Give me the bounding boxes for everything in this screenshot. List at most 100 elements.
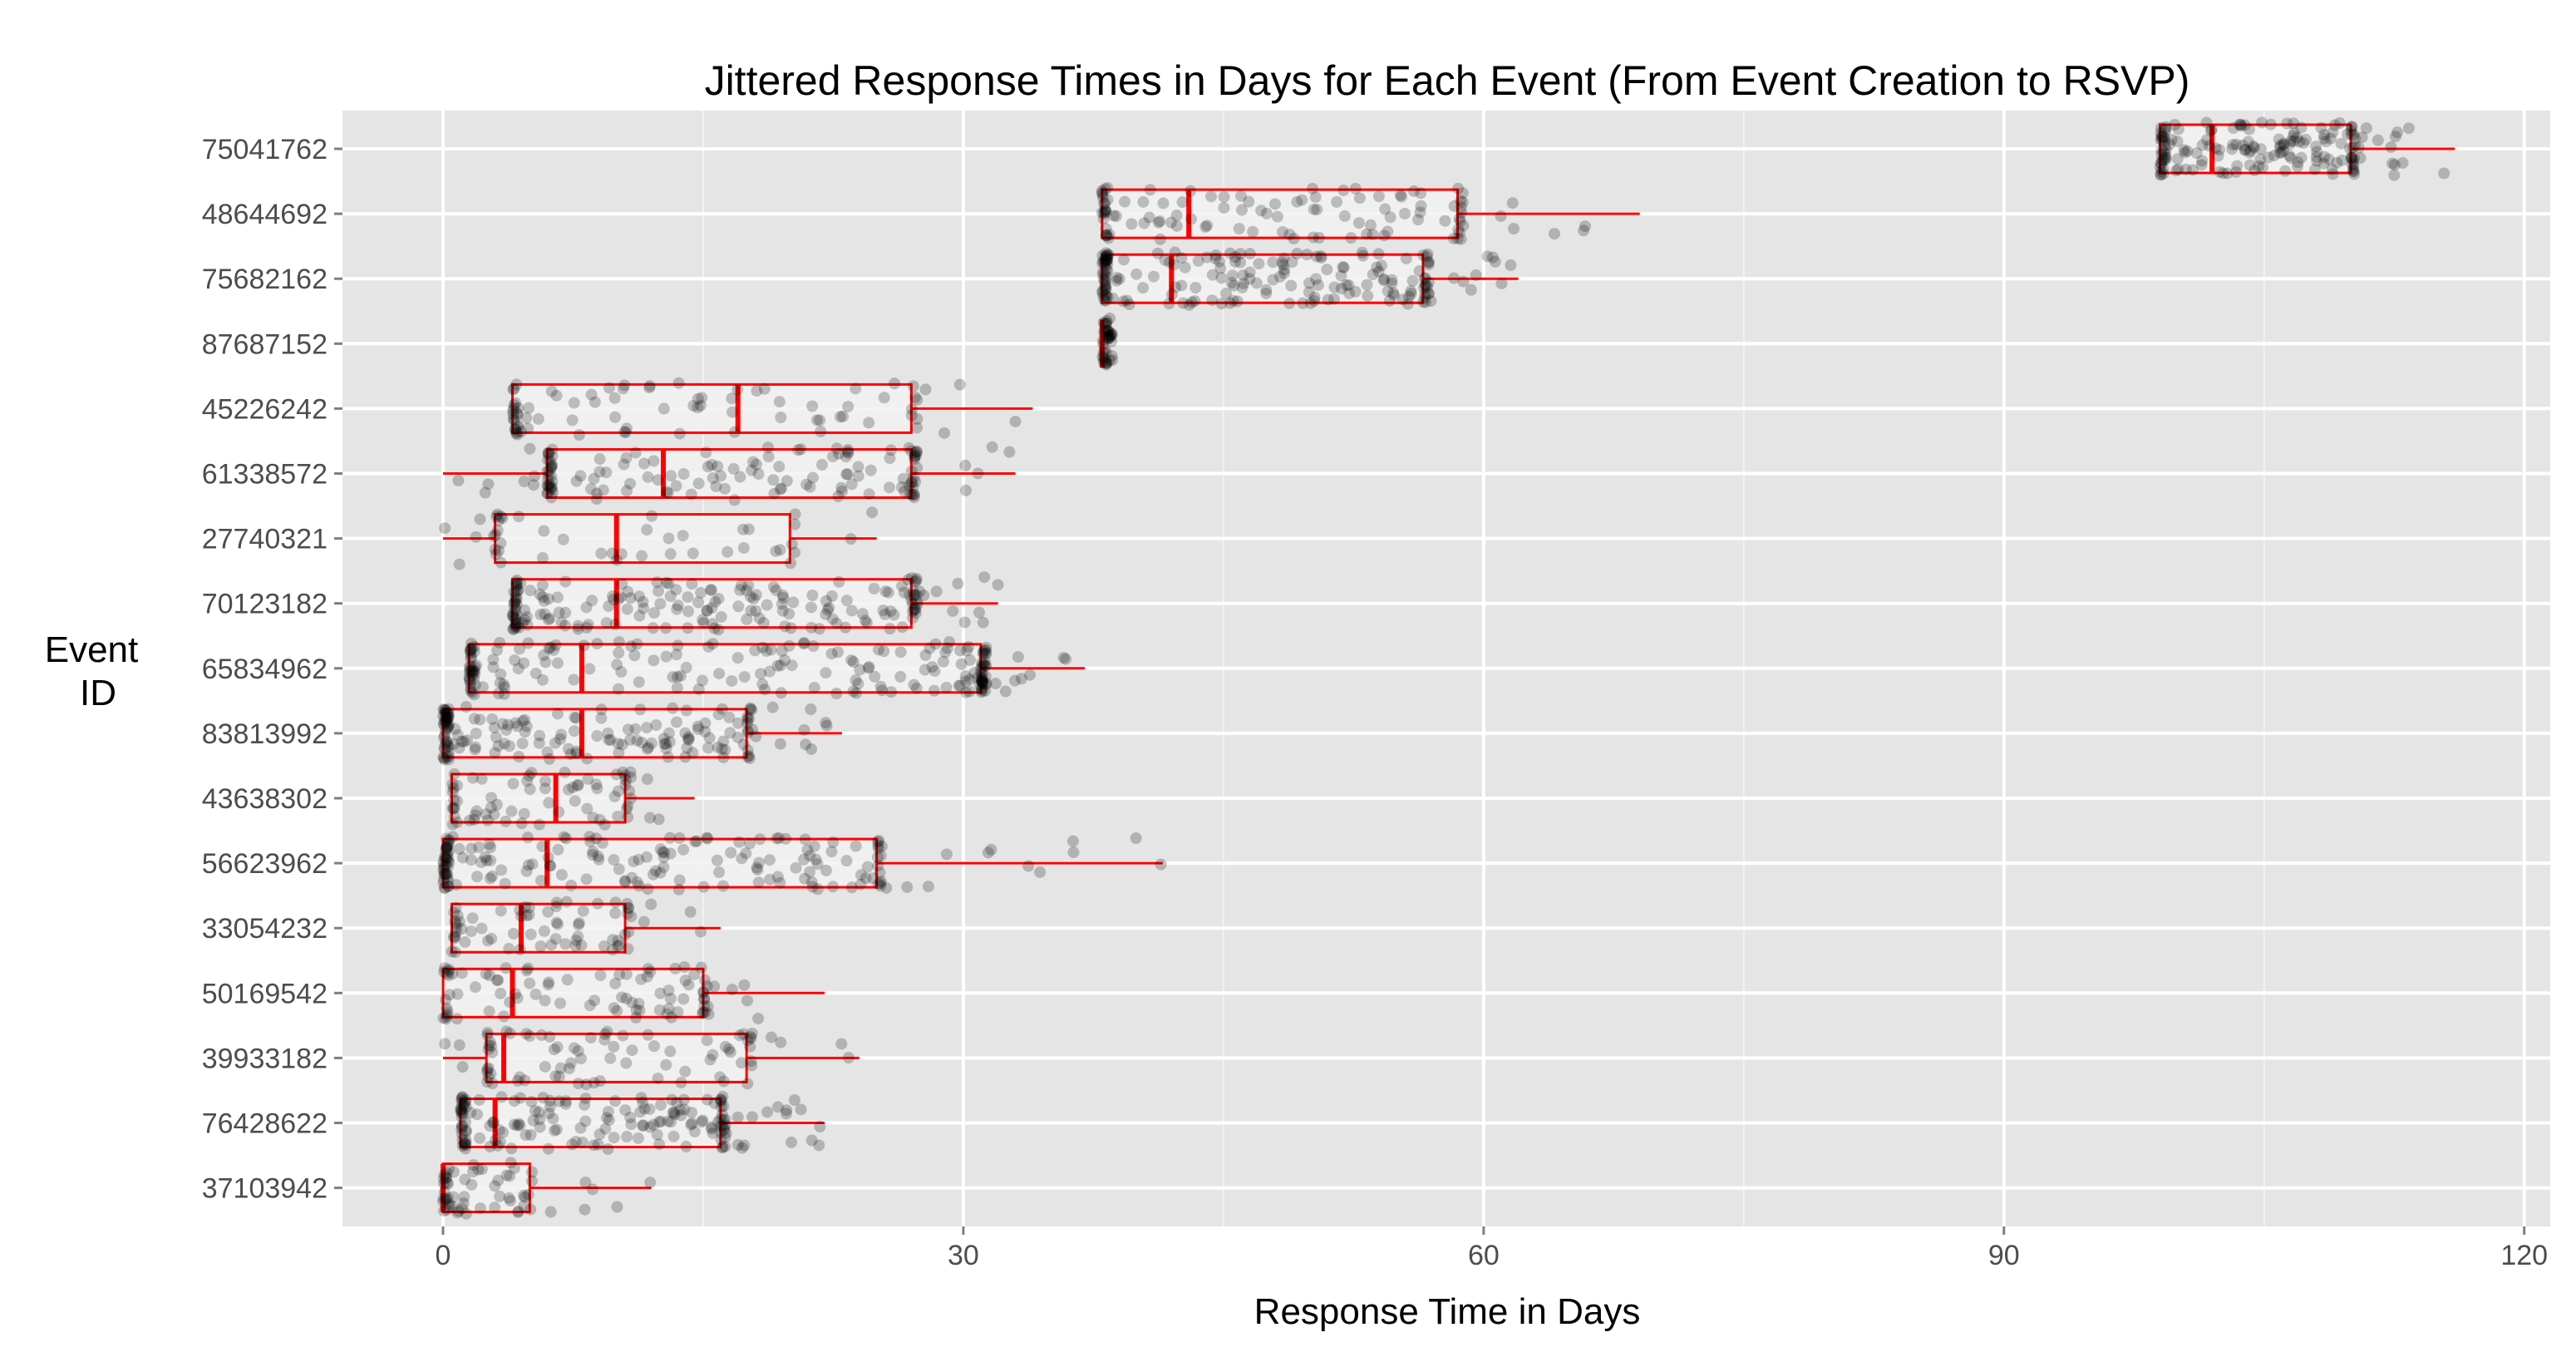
data-point xyxy=(1383,294,1396,307)
data-point xyxy=(2237,139,2249,151)
data-point xyxy=(458,1191,470,1203)
data-point xyxy=(697,1006,710,1019)
data-point xyxy=(1096,185,1108,197)
data-point xyxy=(2354,152,2367,165)
data-point xyxy=(1101,250,1113,263)
data-point xyxy=(458,736,470,748)
data-point xyxy=(467,664,480,677)
data-point xyxy=(543,976,555,989)
data-point xyxy=(660,738,672,750)
data-point xyxy=(737,542,750,555)
data-point xyxy=(1101,314,1113,327)
data-point xyxy=(485,841,497,854)
data-point xyxy=(888,609,900,621)
data-point xyxy=(544,860,556,872)
data-point xyxy=(442,746,455,758)
data-point xyxy=(815,458,828,471)
data-point xyxy=(442,720,455,733)
data-point xyxy=(446,1201,459,1213)
data-point xyxy=(655,1098,667,1111)
x-tick-label: 30 xyxy=(948,1240,979,1271)
points-70123182 xyxy=(506,571,1004,636)
data-point xyxy=(727,406,739,418)
data-point xyxy=(524,977,536,989)
data-point xyxy=(1420,279,1432,292)
data-point xyxy=(641,970,653,983)
data-point xyxy=(2235,120,2248,132)
data-point xyxy=(612,683,624,695)
data-point xyxy=(472,1163,485,1176)
data-point xyxy=(910,572,923,585)
data-point xyxy=(653,585,665,597)
data-point xyxy=(660,576,672,589)
data-point xyxy=(499,681,511,693)
data-point xyxy=(1206,269,1219,281)
data-point xyxy=(481,935,494,947)
data-point xyxy=(2311,155,2323,167)
data-point xyxy=(677,467,690,480)
data-point xyxy=(1157,197,1170,210)
data-point xyxy=(741,751,754,763)
data-point xyxy=(1201,220,1214,232)
data-point xyxy=(675,1076,687,1088)
data-point xyxy=(726,674,738,687)
data-point xyxy=(798,723,810,736)
data-point xyxy=(926,661,938,674)
data-point xyxy=(510,423,522,436)
data-point xyxy=(958,616,971,629)
data-point xyxy=(1100,283,1112,295)
data-point xyxy=(2348,152,2361,165)
data-point xyxy=(977,616,989,629)
data-point xyxy=(1138,217,1150,229)
data-point xyxy=(592,850,604,862)
data-point xyxy=(786,1136,798,1148)
data-point xyxy=(677,993,690,1005)
data-point xyxy=(534,609,547,621)
data-point xyxy=(465,651,478,664)
data-point xyxy=(1101,253,1113,265)
data-point xyxy=(852,678,864,690)
data-point xyxy=(1379,203,1391,215)
data-point xyxy=(1101,290,1113,303)
data-point xyxy=(747,593,760,605)
data-point xyxy=(1548,228,1560,240)
data-point xyxy=(1310,273,1322,285)
data-point xyxy=(581,802,594,815)
data-point xyxy=(1465,284,1477,296)
data-point xyxy=(522,637,534,649)
data-point xyxy=(783,608,795,620)
data-point xyxy=(733,836,746,848)
data-point xyxy=(1236,281,1249,294)
data-point xyxy=(805,1134,818,1147)
data-point xyxy=(1100,282,1112,294)
data-point xyxy=(544,641,557,654)
data-point xyxy=(1244,273,1256,285)
x-tick-label: 120 xyxy=(2500,1240,2548,1271)
data-point xyxy=(977,646,989,659)
data-point xyxy=(928,665,941,678)
data-point xyxy=(643,741,655,753)
data-point xyxy=(842,443,855,456)
data-point xyxy=(724,1046,736,1058)
data-point xyxy=(568,674,580,686)
data-point xyxy=(825,590,838,602)
data-point xyxy=(511,409,524,422)
data-point xyxy=(856,608,869,620)
data-point xyxy=(512,421,525,433)
data-point xyxy=(2159,125,2171,137)
data-point xyxy=(1183,299,1195,311)
data-point xyxy=(1399,207,1411,220)
data-point xyxy=(1060,653,1072,665)
data-point xyxy=(779,654,791,666)
data-point xyxy=(551,657,564,669)
data-point xyxy=(481,1026,494,1039)
data-point xyxy=(875,684,888,697)
data-point xyxy=(1297,297,1309,309)
data-point xyxy=(441,861,454,873)
data-point xyxy=(610,768,623,781)
data-point xyxy=(899,485,911,497)
data-point xyxy=(805,703,817,716)
data-point xyxy=(2356,131,2368,144)
data-point xyxy=(512,663,525,675)
data-point xyxy=(518,807,530,820)
